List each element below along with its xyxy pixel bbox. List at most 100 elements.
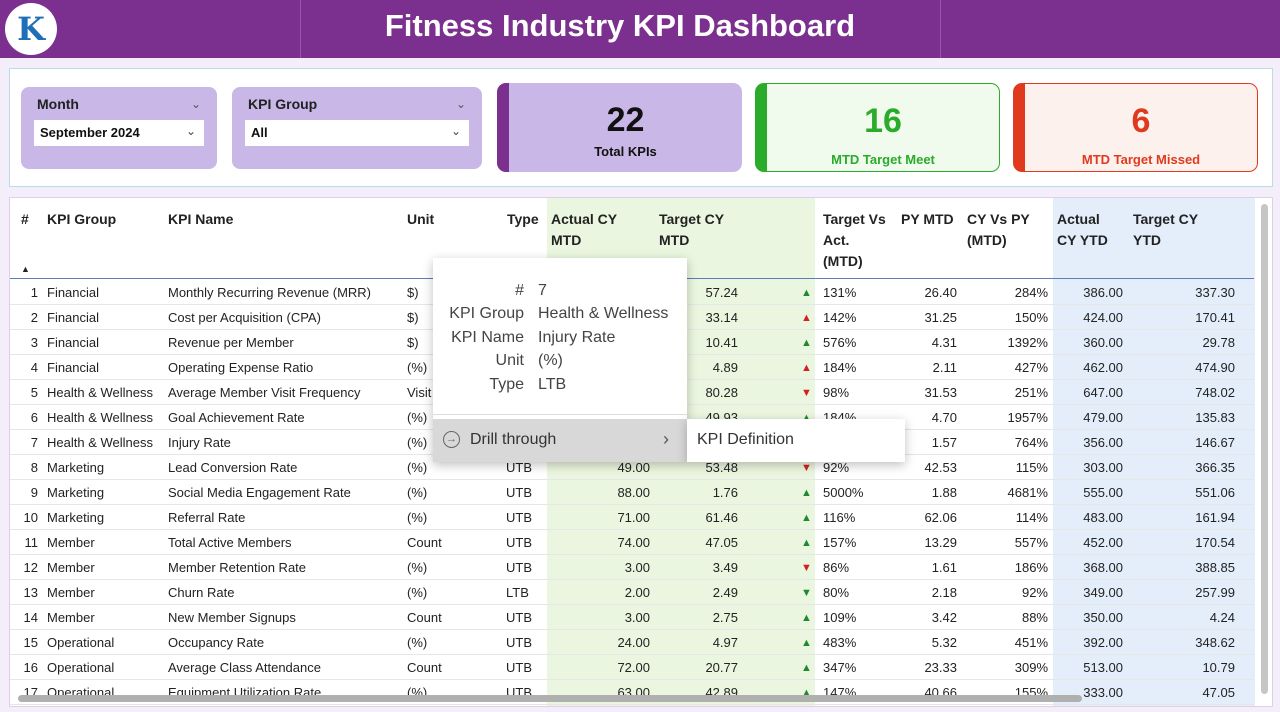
cell-target-cy-mtd: 61.46 <box>705 510 738 525</box>
tooltip-type-value: LTB <box>538 376 567 393</box>
column-header-actual-cy-mtd[interactable]: Actual CY MTD <box>551 209 617 251</box>
cell-target-cy-ytd: 47.05 <box>1202 685 1235 700</box>
header-line: Target CY <box>659 211 725 227</box>
cell-target-cy-ytd: 257.99 <box>1195 585 1235 600</box>
month-dropdown[interactable]: September 2024 ⌄ <box>34 120 204 146</box>
cell-actual-cy-ytd: 350.00 <box>1083 610 1123 625</box>
cell-actual-cy-ytd: 360.00 <box>1083 335 1123 350</box>
cell-kpi-name: Cost per Acquisition (CPA) <box>168 310 321 325</box>
column-header-target-cy-mtd[interactable]: Target CY MTD <box>659 209 724 251</box>
cell-kpi-name: Average Class Attendance <box>168 660 321 675</box>
cell-num: 1 <box>30 285 38 300</box>
cell-kpi-group: Health & Wellness <box>47 435 153 450</box>
cell-py-mtd: 13.29 <box>924 535 957 550</box>
column-header-unit[interactable]: Unit <box>407 211 435 227</box>
cell-target-cy-mtd: 3.49 <box>712 560 738 575</box>
kpi-group-dropdown-value: All <box>251 125 268 140</box>
drill-through-menu-item[interactable]: → Drill through › <box>433 419 687 462</box>
cell-actual-cy-ytd: 513.00 <box>1083 660 1123 675</box>
cell-target-cy-mtd: 2.75 <box>712 610 738 625</box>
cell-num: 5 <box>30 385 38 400</box>
cell-target-vs-act: 116% <box>823 510 856 525</box>
trend-arrow-icon: ▲ <box>801 537 812 549</box>
column-header-kpi-group[interactable]: KPI Group <box>47 211 117 227</box>
cell-unit: $) <box>407 310 419 325</box>
total-kpis-card: 22 Total KPIs <box>497 83 742 172</box>
horizontal-scrollbar[interactable] <box>18 695 1082 702</box>
cell-py-mtd: 42.53 <box>924 460 957 475</box>
cell-target-cy-mtd: 1.76 <box>712 485 738 500</box>
cell-kpi-group: Financial <box>47 285 100 300</box>
column-header-target-vs-act[interactable]: Target Vs Act. (MTD) <box>823 209 886 272</box>
cell-actual-cy-ytd: 647.00 <box>1083 385 1123 400</box>
table-row[interactable]: 13 Member Churn Rate (%) LTB 2.00 2.49 ▼ 80% 2.18… <box>10 580 1254 605</box>
column-header-py-mtd[interactable]: PY MTD <box>901 211 954 227</box>
cell-kpi-name: Member Retention Rate <box>168 560 307 575</box>
cell-kpi-group: Financial <box>47 335 100 350</box>
table-row[interactable]: 14 Member New Member Signups Count UTB 3.00 2.… <box>10 605 1254 630</box>
chevron-down-icon[interactable]: ⌄ <box>190 97 201 111</box>
cell-actual-cy-ytd: 462.00 <box>1083 360 1123 375</box>
tooltip-unit-value: (%) <box>538 352 563 369</box>
kpi-group-dropdown[interactable]: All ⌄ <box>245 120 469 146</box>
logo: K <box>5 3 57 55</box>
column-header-actual-cy-ytd[interactable]: Actual CY YTD <box>1057 209 1108 251</box>
header-line: CY Vs PY <box>967 211 1030 227</box>
cell-unit: (%) <box>407 460 428 475</box>
cell-target-cy-mtd: 20.77 <box>705 660 738 675</box>
cell-actual-cy-mtd: 3.00 <box>624 560 650 575</box>
trend-arrow-icon: ▼ <box>801 587 812 599</box>
table-row[interactable]: 12 Member Member Retention Rate (%) UTB 3.00 3… <box>10 555 1254 580</box>
table-row[interactable]: 10 Marketing Referral Rate (%) UTB 71.00 61.46… <box>10 505 1254 530</box>
cell-num: 12 <box>23 560 38 575</box>
cell-py-mtd: 4.31 <box>931 335 957 350</box>
table-row[interactable]: 15 Operational Occupancy Rate (%) UTB 24.00 4.… <box>10 630 1254 655</box>
cell-num: 4 <box>30 360 38 375</box>
trend-arrow-icon: ▲ <box>801 362 812 374</box>
kpi-definition-menu-item[interactable]: KPI Definition <box>687 419 905 462</box>
cell-kpi-group: Marketing <box>47 485 105 500</box>
cell-kpi-group: Operational <box>47 660 115 675</box>
column-header-kpi-name[interactable]: KPI Name <box>168 211 234 227</box>
mtd-target-meet-caption: MTD Target Meet <box>831 152 935 167</box>
cell-actual-cy-mtd: 3.00 <box>624 610 650 625</box>
chevron-right-icon: › <box>663 429 669 449</box>
cell-actual-cy-ytd: 368.00 <box>1083 560 1123 575</box>
table-row[interactable]: 11 Member Total Active Members Count UTB 74.0… <box>10 530 1254 555</box>
cell-kpi-name: New Member Signups <box>168 610 296 625</box>
tooltip-type-key: Type <box>489 376 524 393</box>
cell-num: 14 <box>23 610 38 625</box>
cell-actual-cy-mtd: 72.00 <box>617 660 650 675</box>
cell-target-cy-mtd: 57.24 <box>705 285 738 300</box>
trend-arrow-icon: ▲ <box>801 637 812 649</box>
cell-target-cy-ytd: 388.85 <box>1195 560 1235 575</box>
table-row[interactable]: 9 Marketing Social Media Engagement Rate (%… <box>10 480 1254 505</box>
vertical-scrollbar[interactable] <box>1261 204 1268 694</box>
chevron-down-icon[interactable]: ⌄ <box>455 97 466 111</box>
trend-arrow-icon: ▲ <box>801 662 812 674</box>
column-header-type[interactable]: Type <box>507 211 539 227</box>
mtd-target-meet-card: 16 MTD Target Meet <box>755 83 1000 172</box>
table-row[interactable]: 16 Operational Average Class Attendance Cou… <box>10 655 1254 680</box>
cell-actual-cy-mtd: 71.00 <box>617 510 650 525</box>
cell-target-vs-act: 576% <box>823 335 857 350</box>
column-header-target-cy-ytd[interactable]: Target CY YTD <box>1133 209 1198 251</box>
cell-py-mtd: 31.25 <box>924 310 957 325</box>
chevron-down-icon[interactable]: ⌄ <box>185 124 196 138</box>
table-row[interactable]: 6 Health & Wellness Goal Achievement Rate (… <box>10 405 1254 430</box>
cell-type: UTB <box>506 485 532 500</box>
column-header-num[interactable]: # <box>21 211 29 227</box>
cell-target-cy-ytd: 29.78 <box>1202 335 1235 350</box>
sort-ascending-icon[interactable]: ▲ <box>21 264 30 274</box>
cell-unit: Count <box>407 610 442 625</box>
column-header-cy-vs-py[interactable]: CY Vs PY (MTD) <box>967 209 1030 251</box>
cell-kpi-group: Financial <box>47 310 100 325</box>
chevron-down-icon[interactable]: ⌄ <box>450 124 461 138</box>
table-row[interactable]: 8 Marketing Lead Conversion Rate (%) UTB 49.0… <box>10 455 1254 480</box>
cell-target-cy-mtd: 4.89 <box>712 360 738 375</box>
header-line: Actual <box>1057 211 1100 227</box>
cell-py-mtd: 23.33 <box>924 660 957 675</box>
trend-arrow-icon: ▲ <box>801 337 812 349</box>
header-divider <box>300 0 301 58</box>
cell-type: UTB <box>506 635 532 650</box>
